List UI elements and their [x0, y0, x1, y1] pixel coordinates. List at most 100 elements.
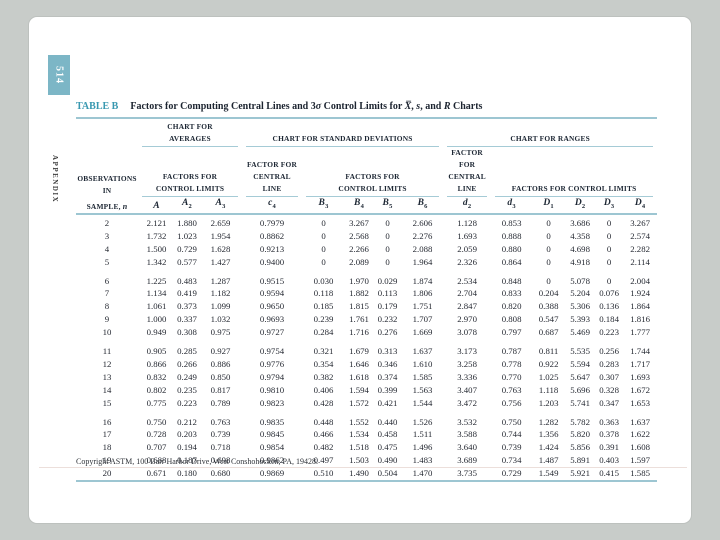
page-number-box: 514: [48, 55, 70, 95]
cell-value: 4.918: [570, 256, 590, 267]
cell-value: 1.761: [349, 314, 369, 325]
cell-value: 1.134: [146, 288, 167, 299]
copyright-text: Copyright ASTM, 100 Barr Harbor Drive, W…: [76, 457, 319, 466]
cell-value: 0.9594: [259, 288, 285, 299]
cell-value: 0.850: [210, 371, 231, 382]
cell-value: 0.256: [599, 346, 619, 357]
cell-value: 1.653: [630, 397, 650, 408]
cell-value: 1.518: [349, 442, 369, 453]
table-row-n19: 19 0.688 0.187 0.698 0.9862 0.497 1.503 0.490 1.…: [76, 454, 657, 467]
cell-n: 16: [102, 416, 112, 427]
cell-value: 2.282: [630, 243, 650, 254]
cell-value: 0.9650: [259, 301, 285, 312]
cell-value: 1.585: [630, 468, 650, 479]
table-caption: TABLE B Factors for Computing Central Lin…: [76, 96, 657, 114]
cell-value: 0.7979: [259, 217, 285, 228]
cell-value: 1.282: [538, 416, 559, 427]
header-group-stddev: CHART FOR STANDARD DEVIATIONS: [242, 119, 443, 147]
cell-value: 0.458: [377, 429, 398, 440]
cell-value: 0.729: [177, 243, 197, 254]
cell-value: 0.194: [177, 442, 197, 453]
cell-value: 0.687: [538, 327, 559, 338]
cell-value: 3.689: [457, 455, 477, 466]
cell-value: 1.646: [349, 358, 369, 369]
cell-value: 0.688: [146, 455, 167, 466]
header-sd-factors: FACTORS FOR CONTROL LIMITS: [302, 147, 443, 197]
averages-line2: AVERAGES: [142, 133, 239, 147]
cell-value: 0.802: [146, 384, 167, 395]
cell-value: 3.078: [457, 327, 477, 338]
cell-value: 1.563: [412, 384, 433, 395]
cell-value: 0.905: [146, 346, 167, 357]
cell-value: 1.032: [210, 314, 231, 325]
cell-value: 0.204: [538, 288, 559, 299]
cell-value: 0.428: [313, 397, 334, 408]
table-row-n11: 11 0.905 0.285 0.927 0.9754 0.321 1.679 0.313 1.…: [76, 345, 657, 358]
cell-value: 1.732: [146, 230, 167, 241]
cell-value: 0.212: [177, 416, 197, 427]
cell-value: 0: [546, 217, 551, 228]
cell-value: 0.373: [177, 301, 197, 312]
cell-value: 0.308: [177, 327, 197, 338]
table-row-n6: 6 1.225 0.483 1.287 0.9515 0.030 1.970 0.029 1.8…: [76, 275, 657, 288]
cell-value: 0.374: [377, 371, 398, 382]
cell-value: 0.354: [313, 358, 334, 369]
table-row-n10: 10 0.949 0.308 0.975 0.9727 0.284 1.716 0.276 1.…: [76, 326, 657, 339]
cell-value: 2.326: [457, 256, 477, 267]
cell-value: 1.882: [349, 288, 369, 299]
cell-value: 0.185: [313, 301, 334, 312]
cell-value: 1.637: [630, 416, 650, 427]
appendix-label: APPENDIX: [51, 155, 59, 204]
table-title-part: ,: [411, 101, 417, 112]
cell-value: 0.763: [501, 384, 522, 395]
cell-value: 0.235: [177, 384, 197, 395]
cell-value: 1.182: [210, 288, 231, 299]
cell-value: 0.266: [177, 358, 197, 369]
cell-value: 0.391: [599, 442, 619, 453]
cell-value: 0: [385, 256, 390, 267]
cell-value: 3.472: [457, 397, 477, 408]
table-title-part: Factors for Computing Central Lines and …: [130, 101, 316, 112]
cell-value: 0.363: [599, 416, 619, 427]
cell-value: 0.547: [538, 314, 559, 325]
cell-value: 1.483: [412, 455, 433, 466]
cell-value: 0.9810: [259, 384, 285, 395]
cell-value: 0.756: [501, 397, 522, 408]
cell-value: 0: [606, 230, 612, 241]
cell-value: 0.136: [599, 301, 619, 312]
cell-value: 0.8862: [259, 230, 285, 241]
factors-table-wrap: CHART FOR AVERAGES CHART FOR STANDARD DE…: [76, 117, 658, 483]
cell-value: 0.076: [599, 288, 619, 299]
cell-value: 0.778: [501, 358, 522, 369]
cell-value: 0.285: [177, 346, 197, 357]
cell-value: 0.833: [501, 288, 522, 299]
cell-value: 1.716: [349, 327, 369, 338]
header-avg-factors: FACTORS FOR CONTROL LIMITS: [138, 147, 242, 197]
cell-value: 3.407: [457, 384, 477, 395]
cell-value: 0.9823: [259, 397, 285, 408]
page: 514 APPENDIX TABLE B Factors for Computin…: [28, 16, 692, 524]
cell-value: 0.763: [210, 416, 231, 427]
cell-value: 2.059: [457, 243, 477, 254]
cell-value: 1.637: [412, 346, 433, 357]
column-symbol-D1: D1: [532, 197, 566, 215]
cell-value: 0.808: [501, 314, 522, 325]
cell-value: 3.267: [630, 217, 650, 228]
cell-value: 0.949: [146, 327, 167, 338]
cell-value: 5.594: [570, 358, 590, 369]
cell-value: 0.680: [210, 468, 231, 479]
cell-value: 0: [385, 230, 390, 241]
cell-value: 0.223: [177, 397, 197, 408]
cell-value: 1.470: [412, 468, 433, 479]
cell-value: 0.113: [377, 288, 398, 299]
cell-value: 0.848: [501, 275, 522, 286]
cell-value: 3.735: [457, 468, 477, 479]
cell-n: 6: [104, 275, 110, 286]
cell-value: 0.718: [210, 442, 231, 453]
cell-n: 11: [102, 346, 112, 357]
factors-table: CHART FOR AVERAGES CHART FOR STANDARD DE…: [76, 119, 658, 480]
table-title-part: X̅: [404, 101, 412, 112]
cell-value: 4.698: [570, 243, 590, 254]
cell-value: 1.544: [412, 397, 433, 408]
